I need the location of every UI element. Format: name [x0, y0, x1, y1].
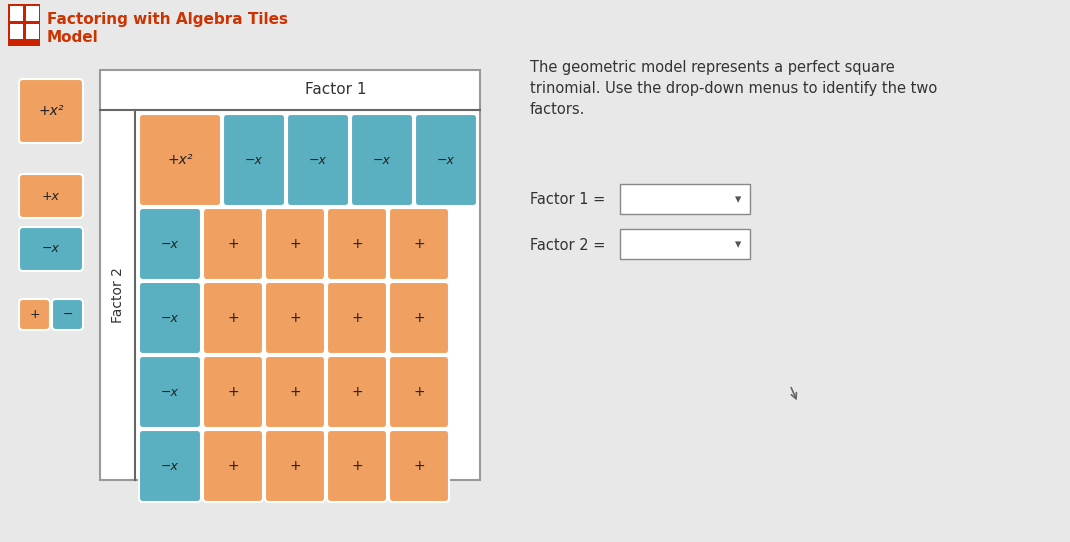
Bar	[10, 6, 22, 21]
FancyBboxPatch shape	[139, 430, 201, 502]
Text: +: +	[413, 459, 425, 473]
Bar	[620, 229, 750, 259]
FancyBboxPatch shape	[327, 208, 387, 280]
Text: ▾: ▾	[735, 193, 742, 207]
Text: −x: −x	[162, 312, 179, 325]
FancyBboxPatch shape	[139, 208, 201, 280]
Text: Factor 2: Factor 2	[110, 267, 124, 323]
Text: −: −	[62, 308, 73, 321]
Text: +: +	[289, 459, 301, 473]
Text: Factor 1: Factor 1	[305, 82, 366, 98]
Text: +: +	[227, 311, 239, 325]
Text: +: +	[413, 385, 425, 399]
Text: −x: −x	[162, 460, 179, 473]
Text: −x: −x	[437, 153, 455, 166]
Text: +: +	[227, 237, 239, 251]
FancyBboxPatch shape	[203, 356, 263, 428]
FancyBboxPatch shape	[19, 227, 83, 271]
FancyBboxPatch shape	[389, 356, 449, 428]
FancyBboxPatch shape	[52, 299, 83, 330]
Text: +: +	[289, 237, 301, 251]
FancyBboxPatch shape	[139, 356, 201, 428]
Bar	[10, 24, 22, 39]
FancyBboxPatch shape	[389, 282, 449, 354]
Text: −x: −x	[162, 237, 179, 250]
Text: +: +	[351, 385, 363, 399]
Text: +: +	[413, 311, 425, 325]
Text: +x²: +x²	[39, 104, 64, 118]
Text: +x²: +x²	[167, 153, 193, 167]
Text: Factor 2 =: Factor 2 =	[530, 237, 606, 253]
FancyBboxPatch shape	[139, 114, 221, 206]
Bar	[100, 70, 480, 480]
Text: ▾: ▾	[735, 238, 742, 251]
Text: −x: −x	[162, 385, 179, 398]
FancyBboxPatch shape	[327, 356, 387, 428]
Text: +: +	[351, 237, 363, 251]
Text: +: +	[227, 459, 239, 473]
FancyBboxPatch shape	[389, 208, 449, 280]
FancyBboxPatch shape	[223, 114, 285, 206]
FancyBboxPatch shape	[19, 299, 50, 330]
FancyBboxPatch shape	[203, 282, 263, 354]
FancyBboxPatch shape	[19, 174, 83, 218]
FancyBboxPatch shape	[351, 114, 413, 206]
Text: +: +	[227, 385, 239, 399]
FancyBboxPatch shape	[265, 282, 325, 354]
Bar	[26, 6, 39, 21]
Text: −x: −x	[309, 153, 327, 166]
Bar	[26, 24, 39, 39]
Text: +: +	[29, 308, 40, 321]
FancyBboxPatch shape	[203, 430, 263, 502]
FancyBboxPatch shape	[287, 114, 349, 206]
Text: +x: +x	[42, 190, 60, 203]
Bar	[620, 184, 750, 214]
Text: Model: Model	[47, 30, 98, 45]
FancyBboxPatch shape	[389, 430, 449, 502]
Text: The geometric model represents a perfect square
trinomial. Use the drop-down men: The geometric model represents a perfect…	[530, 60, 937, 117]
Text: +: +	[289, 385, 301, 399]
FancyBboxPatch shape	[265, 430, 325, 502]
Text: +: +	[289, 311, 301, 325]
Text: +: +	[351, 311, 363, 325]
FancyBboxPatch shape	[139, 282, 201, 354]
Text: +: +	[351, 459, 363, 473]
FancyBboxPatch shape	[327, 430, 387, 502]
FancyBboxPatch shape	[415, 114, 477, 206]
FancyBboxPatch shape	[327, 282, 387, 354]
FancyBboxPatch shape	[265, 208, 325, 280]
FancyBboxPatch shape	[203, 208, 263, 280]
FancyBboxPatch shape	[19, 79, 83, 143]
Bar	[7, 4, 40, 46]
Text: +: +	[413, 237, 425, 251]
FancyBboxPatch shape	[265, 356, 325, 428]
Text: Factoring with Algebra Tiles: Factoring with Algebra Tiles	[47, 12, 288, 27]
Text: Factor 1 =: Factor 1 =	[530, 192, 606, 208]
Text: −x: −x	[42, 242, 60, 255]
Text: −x: −x	[245, 153, 263, 166]
Text: −x: −x	[373, 153, 391, 166]
